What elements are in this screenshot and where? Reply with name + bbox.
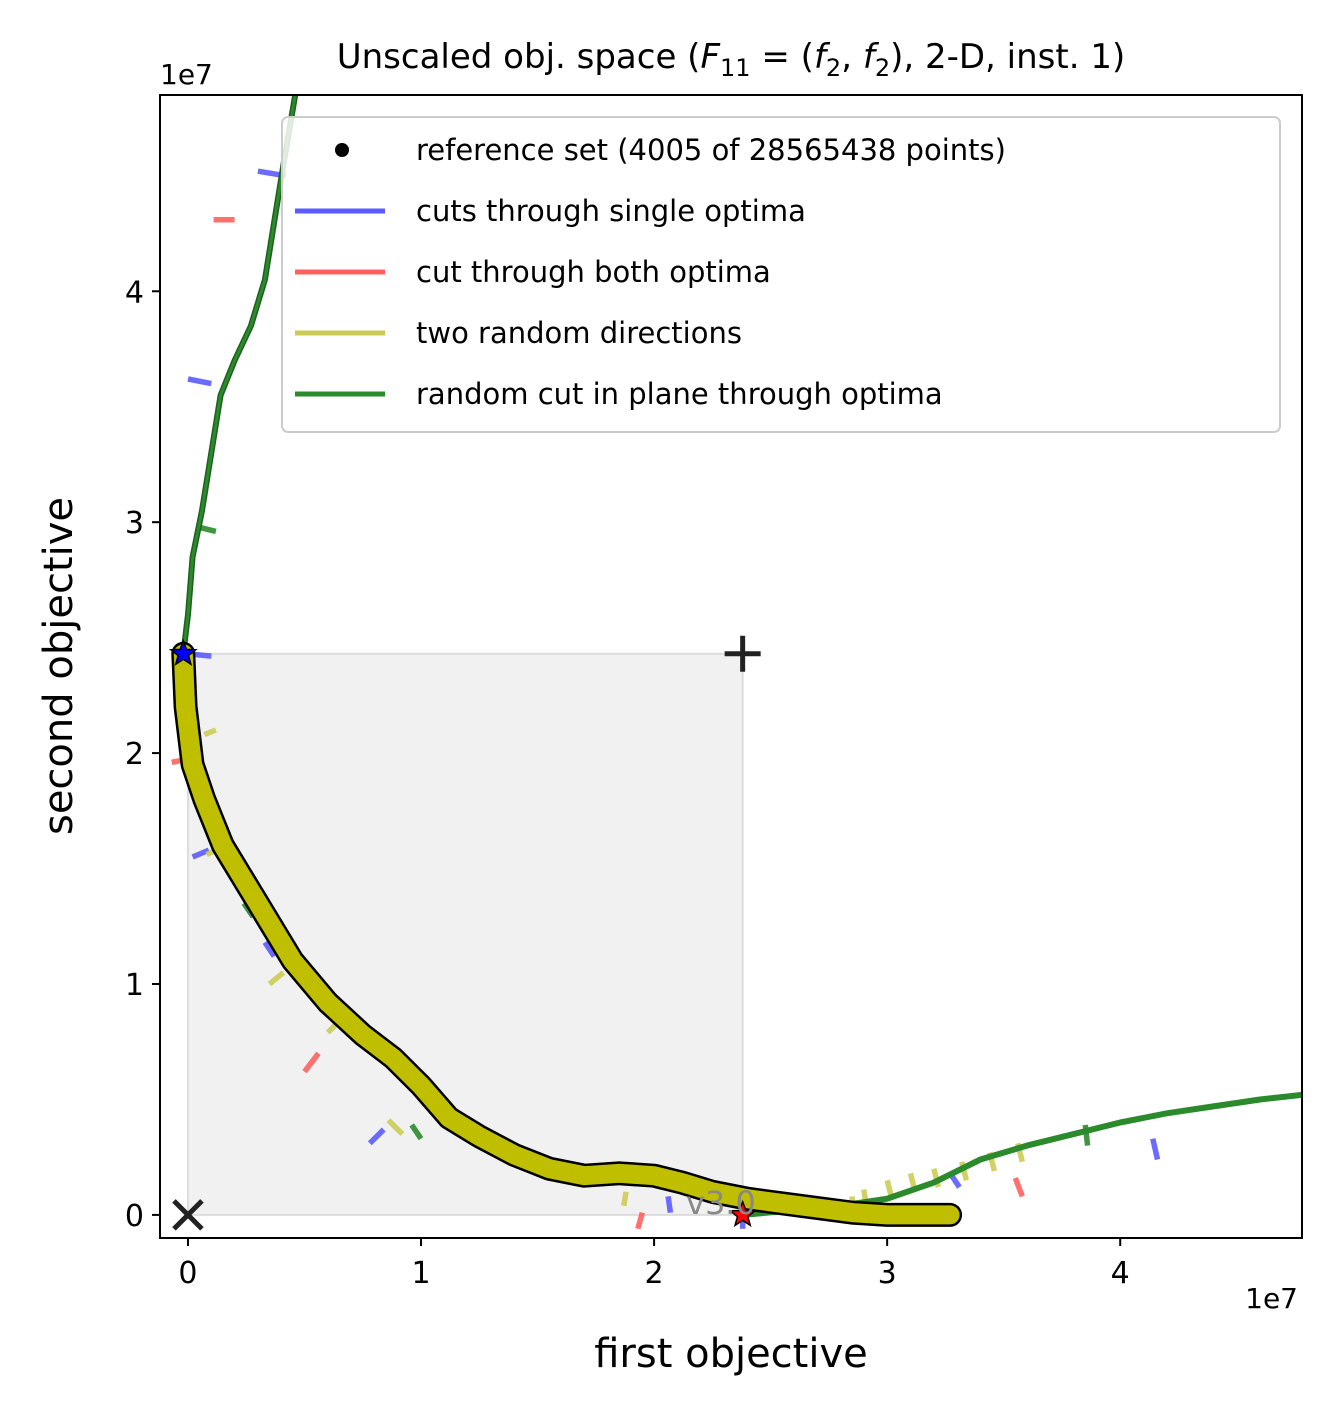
y-exponent-label: 1e7 <box>160 58 213 91</box>
y-tick-label: 3 <box>125 506 144 541</box>
random-direction-cut <box>621 1191 629 1207</box>
ideal-point-marker <box>172 1199 204 1231</box>
legend-label: cuts through single optima <box>416 194 806 228</box>
nadir-point-marker <box>724 635 761 672</box>
random-direction-cut <box>386 1118 405 1137</box>
version-label: v3.0 <box>686 1184 756 1222</box>
single-optima-cut <box>665 1196 674 1213</box>
x-tick-label: 4 <box>1111 1256 1130 1291</box>
y-tick-label: 1 <box>125 968 144 1003</box>
plot-frame <box>159 94 1303 1239</box>
plane-cut-tick <box>409 1123 424 1141</box>
both-optima-cut <box>635 1211 646 1230</box>
x-axis: 0 1 2 3 4 <box>178 1238 1130 1291</box>
single-optima-cut <box>191 847 210 860</box>
y-axis: 0 1 2 3 4 <box>125 275 160 1234</box>
x-tick-label: 2 <box>645 1256 664 1291</box>
x-tick-label: 1 <box>411 1256 430 1291</box>
markers-layer <box>168 635 761 1231</box>
both-optima-cut <box>302 1051 321 1074</box>
single-optima-cut <box>262 940 277 958</box>
reference-front <box>173 644 960 1225</box>
legend-label: cut through both optima <box>416 255 771 289</box>
optimum-1-star <box>168 638 198 667</box>
y-axis-label: second objective <box>36 497 82 835</box>
legend-label: reference set (4005 of 28565438 points) <box>416 133 1006 167</box>
single-optima-cut <box>1150 1138 1161 1161</box>
random-direction-cut <box>267 970 286 987</box>
random-direction-cut <box>931 1168 942 1188</box>
legend: reference set (4005 of 28565438 points) c… <box>281 116 1281 433</box>
random-direction-cut <box>203 727 217 738</box>
random-direction-cut <box>959 1161 970 1181</box>
legend-label: random cut in plane through optima <box>416 377 943 411</box>
x-tick-label: 0 <box>178 1256 197 1291</box>
optimum-2-star <box>728 1199 758 1228</box>
legend-box <box>281 116 1281 433</box>
legend-label: two random directions <box>416 316 742 350</box>
cuts-layer <box>171 168 1161 1230</box>
x-exponent-label: 1e7 <box>1245 1282 1298 1315</box>
y-tick-label: 4 <box>125 275 144 310</box>
chart-title: Unscaled obj. space (F11 = (f2, f2), 2-D… <box>337 37 1125 82</box>
legend-dot <box>335 143 349 157</box>
single-optima-cut <box>187 376 212 387</box>
both-optima-cut <box>1012 1177 1025 1198</box>
x-axis-label: first objective <box>594 1331 868 1377</box>
single-optima-cut <box>367 1127 386 1146</box>
y-tick-label: 0 <box>125 1199 144 1234</box>
x-tick-label: 3 <box>878 1256 897 1291</box>
y-tick-label: 2 <box>125 737 144 772</box>
